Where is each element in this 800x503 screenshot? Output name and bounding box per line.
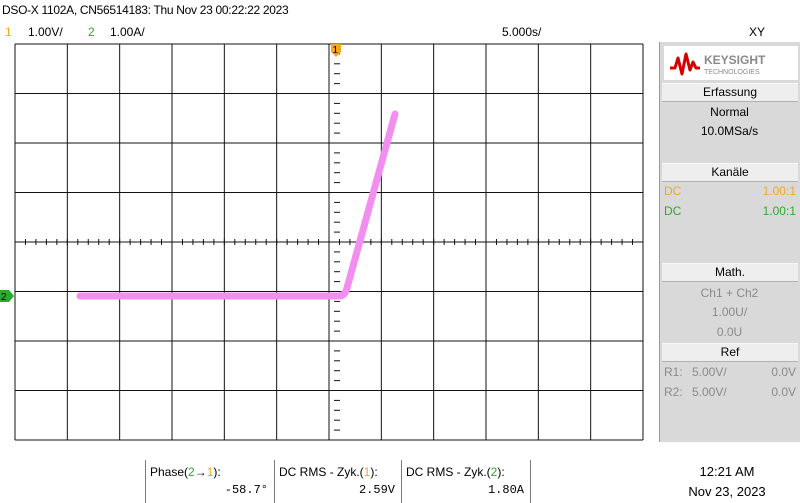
channel-1-row[interactable]: DC 1.00:1: [664, 184, 796, 198]
channel-2-row[interactable]: DC 1.00:1: [664, 204, 796, 218]
screenshot-title: DSO-X 1102A, CN56514183: Thu Nov 23 00:2…: [2, 3, 289, 17]
measurement-rms-ch1-label: DC RMS - Zyk.(1):: [279, 465, 378, 479]
math-offset: 0.0U: [716, 325, 743, 339]
math-scale: 1.00U/: [711, 305, 748, 319]
measurement-phase-value: -58.7°: [224, 483, 268, 497]
ref-r1-scale: 5.00V/: [692, 365, 727, 379]
acquisition-mode: Normal: [710, 105, 749, 119]
ch1-position-marker[interactable]: 1: [331, 44, 341, 57]
ch2-number[interactable]: 2: [88, 25, 95, 39]
svg-text:1: 1: [333, 45, 339, 56]
ref-r2-offset: 0.0V: [771, 385, 796, 399]
measurement-rms-ch1[interactable]: DC RMS - Zyk.(1): 2.59V: [274, 460, 401, 503]
ref-r1-row[interactable]: R1: 5.00V/ 0.0V: [664, 365, 796, 379]
measurement-rms-ch1-value: 2.59V: [358, 483, 395, 497]
ch2-coupling: DC: [664, 204, 682, 218]
keysight-logo: KEYSIGHT TECHNOLOGIES: [664, 46, 798, 80]
measurement-rms-ch2-value: 1.80A: [487, 483, 524, 497]
math-section-title[interactable]: Math.: [662, 263, 798, 282]
info-sidebar: KEYSIGHT TECHNOLOGIES Erfassung Normal 1…: [659, 42, 800, 442]
xy-display[interactable]: 1 2: [0, 42, 658, 442]
ch2-probe-ratio: 1.00:1: [762, 204, 796, 218]
svg-text:TECHNOLOGIES: TECHNOLOGIES: [704, 69, 760, 76]
ref-r1-offset: 0.0V: [771, 365, 796, 379]
ref-r2-row[interactable]: R2: 5.00V/ 0.0V: [664, 385, 796, 399]
ch1-probe-ratio: 1.00:1: [762, 184, 796, 198]
svg-text:KEYSIGHT: KEYSIGHT: [704, 53, 766, 67]
measurement-phase-label: Phase(2→1):: [150, 465, 221, 479]
measurement-rms-ch2[interactable]: DC RMS - Zyk.(2): 1.80A: [401, 460, 531, 503]
acquisition-rate: 10.0MSa/s: [700, 124, 759, 138]
xy-trace: [76, 110, 399, 300]
channels-section-title[interactable]: Kanäle: [662, 163, 798, 182]
measurement-rms-ch2-label: DC RMS - Zyk.(2):: [406, 465, 505, 479]
svg-text:2: 2: [1, 292, 7, 303]
ch1-coupling: DC: [664, 184, 682, 198]
clock: 12:21 AM Nov 23, 2023: [662, 462, 792, 502]
clock-time: 12:21 AM: [699, 464, 755, 479]
ch1-scale[interactable]: 1.00V/: [28, 25, 63, 39]
measurement-phase[interactable]: Phase(2→1): -58.7°: [145, 460, 274, 503]
ch1-number[interactable]: 1: [5, 25, 12, 39]
timebase-scale[interactable]: 5.000s/: [502, 25, 542, 39]
measurement-bar: Phase(2→1): -58.7° DC RMS - Zyk.(1): 2.5…: [0, 460, 800, 503]
ref-section-title[interactable]: Ref: [662, 343, 798, 362]
display-mode[interactable]: XY: [749, 25, 766, 39]
acquisition-section-title[interactable]: Erfassung: [662, 83, 798, 102]
ref-r2-name: R2:: [664, 385, 683, 399]
clock-date: Nov 23, 2023: [688, 484, 766, 499]
ref-r2-scale: 5.00V/: [692, 385, 727, 399]
ref-r1-name: R1:: [664, 365, 683, 379]
math-function: Ch1 + Ch2: [700, 286, 759, 300]
ch2-position-marker[interactable]: 2: [0, 290, 14, 303]
ch2-scale[interactable]: 1.00A/: [110, 25, 145, 39]
keysight-wave-icon: KEYSIGHT TECHNOLOGIES: [670, 52, 766, 76]
channel-status-bar: 1 1.00V/ 2 1.00A/ 5.000s/ XY: [0, 22, 800, 40]
